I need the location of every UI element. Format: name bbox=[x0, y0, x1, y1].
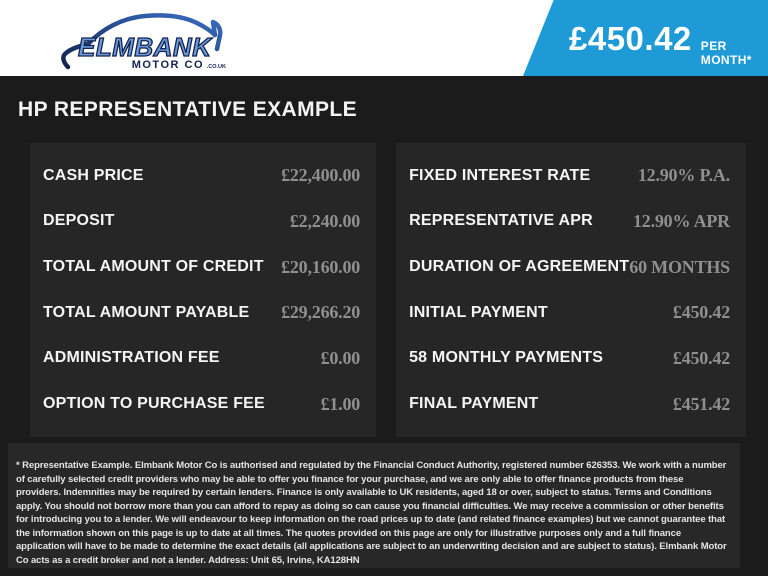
finance-label: REPRESENTATIVE APR bbox=[409, 212, 593, 230]
logo-suffix: .CO.UK bbox=[207, 64, 226, 70]
finance-value: £0.00 bbox=[320, 347, 361, 368]
finance-label: DEPOSIT bbox=[43, 212, 115, 230]
finance-value: £22,400.00 bbox=[281, 165, 361, 186]
section-title-bar: HP REPRESENTATIVE EXAMPLE bbox=[0, 76, 768, 143]
finance-row: INITIAL PAYMENT £450.42 bbox=[396, 302, 746, 323]
finance-row: CASH PRICE £22,400.00 bbox=[30, 165, 376, 186]
finance-label: FINAL PAYMENT bbox=[409, 395, 539, 413]
finance-row: FIXED INTEREST RATE 12.90% P.A. bbox=[396, 165, 746, 186]
finance-row: DURATION OF AGREEMENT 60 MONTHS bbox=[396, 257, 746, 278]
finance-value: £1.00 bbox=[320, 393, 361, 414]
disclaimer-panel: * Representative Example. Elmbank Motor … bbox=[8, 443, 740, 568]
finance-label: FIXED INTEREST RATE bbox=[409, 166, 591, 184]
finance-row: ADMINISTRATION FEE £0.00 bbox=[30, 348, 376, 369]
monthly-price: £450.42 bbox=[569, 20, 692, 57]
finance-label: TOTAL AMOUNT OF CREDIT bbox=[43, 258, 264, 276]
finance-value: 12.90% P.A. bbox=[637, 165, 730, 186]
finance-value: £2,240.00 bbox=[289, 210, 361, 231]
finance-label: 58 MONTHLY PAYMENTS bbox=[409, 349, 604, 367]
finance-label: ADMINISTRATION FEE bbox=[43, 349, 220, 367]
finance-value: £451.42 bbox=[672, 393, 730, 414]
finance-label: INITIAL PAYMENT bbox=[409, 303, 548, 321]
finance-row: FINAL PAYMENT £451.42 bbox=[396, 394, 746, 415]
finance-card-right: FIXED INTEREST RATE 12.90% P.A. REPRESEN… bbox=[396, 143, 746, 437]
finance-row: OPTION TO PURCHASE FEE £1.00 bbox=[30, 394, 376, 415]
car-logo-icon: ELMBANK MOTOR CO .CO.UK bbox=[61, 13, 226, 71]
finance-value: £450.42 bbox=[672, 347, 730, 368]
finance-value: 60 MONTHS bbox=[629, 256, 730, 277]
page-title: HP REPRESENTATIVE EXAMPLE bbox=[18, 97, 358, 121]
finance-row: 58 MONTHLY PAYMENTS £450.42 bbox=[396, 348, 746, 369]
finance-row: TOTAL AMOUNT PAYABLE £29,266.20 bbox=[30, 302, 376, 323]
disclaimer-text: * Representative Example. Elmbank Motor … bbox=[16, 460, 727, 566]
finance-example-panel: CASH PRICE £22,400.00 DEPOSIT £2,240.00 … bbox=[0, 143, 768, 437]
brand-logo[interactable]: ELMBANK MOTOR CO .CO.UK bbox=[58, 4, 238, 74]
finance-label: OPTION TO PURCHASE FEE bbox=[43, 395, 265, 413]
finance-label: TOTAL AMOUNT PAYABLE bbox=[43, 303, 250, 321]
finance-label: DURATION OF AGREEMENT bbox=[409, 258, 630, 276]
logo-wordmark: ELMBANK bbox=[78, 32, 213, 62]
finance-label: CASH PRICE bbox=[43, 166, 144, 184]
finance-row: TOTAL AMOUNT OF CREDIT £20,160.00 bbox=[30, 257, 376, 278]
finance-row: REPRESENTATIVE APR 12.90% APR bbox=[396, 211, 746, 232]
finance-value: £450.42 bbox=[672, 302, 730, 323]
finance-card-left: CASH PRICE £22,400.00 DEPOSIT £2,240.00 … bbox=[30, 143, 377, 437]
finance-value: £20,160.00 bbox=[281, 256, 361, 277]
top-bar: ELMBANK MOTOR CO .CO.UK £450.42 PER MONT… bbox=[0, 0, 768, 76]
monthly-price-suffix: PER MONTH* bbox=[700, 39, 752, 67]
finance-value: 12.90% APR bbox=[632, 210, 730, 231]
finance-row: DEPOSIT £2,240.00 bbox=[30, 211, 376, 232]
price-ribbon: £450.42 PER MONTH* bbox=[523, 0, 768, 76]
logo-subtext: MOTOR CO bbox=[132, 59, 204, 71]
finance-value: £29,266.20 bbox=[281, 302, 361, 323]
